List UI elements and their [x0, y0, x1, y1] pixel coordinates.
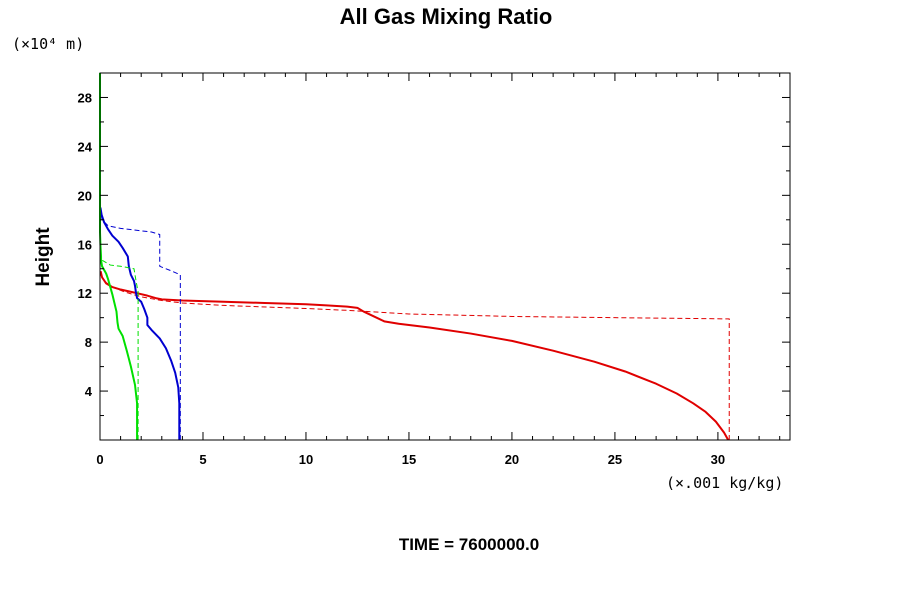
y-unit-label: (×10⁴ m)	[12, 35, 84, 53]
x-tick-label: 5	[199, 452, 206, 467]
series-red-dashed	[100, 274, 730, 440]
x-tick-label: 15	[402, 452, 416, 467]
x-tick-label: 10	[299, 452, 313, 467]
series-green-solid	[99, 73, 139, 440]
x-tick-label: 25	[608, 452, 622, 467]
x-tick-label: 30	[711, 452, 725, 467]
y-axis-label: Height	[33, 227, 54, 287]
x-tick-label: 20	[505, 452, 519, 467]
y-tick-label: 24	[78, 139, 93, 154]
plot-frame	[99, 72, 791, 441]
series-blue-dashed	[99, 209, 181, 440]
x-tick-label: 0	[96, 452, 103, 467]
ticks-layer: 0 5 10 15 20 25 30 4 8 12 16 20 24 28	[78, 73, 790, 467]
x-unit-label: (×.001 kg/kg)	[666, 474, 783, 492]
y-tick-label: 20	[78, 188, 92, 203]
series-red-solid	[99, 270, 730, 441]
y-tick-label: 28	[78, 90, 92, 105]
y-tick-label: 8	[85, 335, 92, 350]
series-green-dashed	[99, 244, 139, 440]
time-label: TIME = 7600000.0	[399, 535, 539, 554]
y-tick-label: 4	[85, 384, 93, 399]
series-layer	[99, 73, 730, 441]
series-blue-solid	[99, 207, 181, 440]
y-tick-label: 12	[78, 286, 92, 301]
y-tick-label: 16	[78, 237, 92, 252]
chart-title: All Gas Mixing Ratio	[340, 4, 553, 29]
